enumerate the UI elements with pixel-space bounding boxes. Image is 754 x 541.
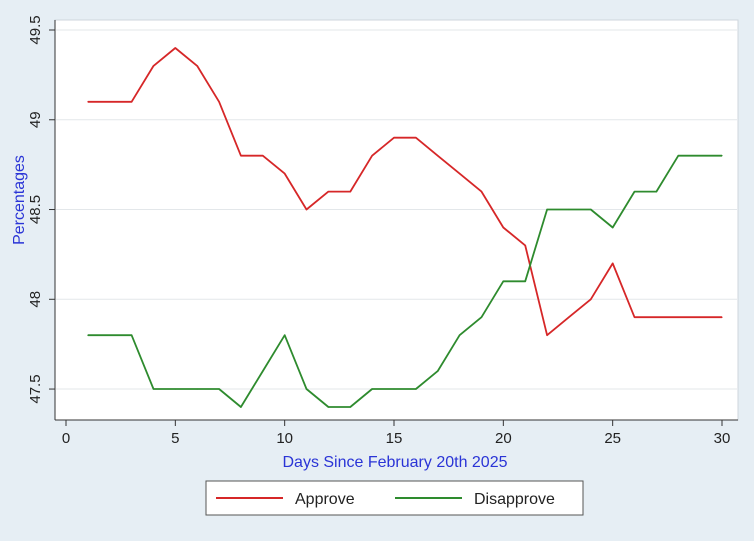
data-point-approve	[174, 47, 176, 49]
data-point-approve	[546, 334, 548, 336]
x-tick-label: 25	[604, 430, 621, 447]
legend-box	[205, 480, 584, 516]
data-point-approve	[437, 155, 439, 157]
data-point-approve	[152, 65, 155, 67]
data-point-disapprove	[349, 406, 351, 408]
data-point-disapprove	[546, 208, 548, 211]
data-point-disapprove	[393, 388, 395, 390]
data-point-disapprove	[655, 190, 658, 193]
data-point-approve	[524, 244, 526, 247]
data-point-disapprove	[131, 334, 133, 336]
x-tick-label: 30	[714, 430, 731, 447]
legend: Approve Disapprove	[205, 480, 584, 516]
y-axis-title: Percentages	[11, 155, 28, 245]
data-point-approve	[502, 226, 504, 229]
data-point-disapprove	[327, 406, 329, 408]
y-tick-label: 49.5	[27, 15, 44, 44]
data-point-disapprove	[480, 316, 483, 318]
data-point-approve	[109, 101, 111, 103]
data-point-approve	[415, 137, 417, 139]
data-point-disapprove	[109, 334, 111, 336]
data-point-approve	[131, 101, 133, 103]
data-point-approve	[305, 208, 308, 211]
data-point-disapprove	[721, 155, 723, 157]
y-tick-label: 48.5	[27, 195, 44, 224]
data-point-disapprove	[305, 388, 308, 390]
data-point-approve	[612, 262, 614, 264]
data-point-approve	[590, 298, 592, 300]
y-tick-label: 47.5	[27, 374, 44, 403]
x-axis-title: Days Since February 20th 2025	[282, 454, 507, 471]
data-point-approve	[677, 316, 679, 318]
data-point-disapprove	[174, 388, 176, 390]
grid-lines	[56, 29, 737, 390]
x-tick-label: 5	[171, 430, 179, 447]
legend-label-approve: Approve	[295, 491, 355, 508]
data-point-approve	[327, 190, 329, 193]
y-tick-label: 49	[27, 111, 44, 128]
data-point-disapprove	[87, 334, 89, 336]
x-tick-label: 0	[62, 430, 70, 447]
data-point-disapprove	[459, 334, 461, 336]
data-point-disapprove	[240, 406, 242, 408]
plot-area	[54, 19, 739, 421]
data-point-disapprove	[218, 388, 220, 390]
data-point-disapprove	[612, 226, 614, 229]
data-point-disapprove	[437, 370, 439, 372]
data-point-approve	[371, 155, 373, 157]
data-point-disapprove	[568, 208, 570, 211]
series-line-approve	[87, 47, 722, 337]
series-line-disapprove	[87, 154, 722, 408]
data-point-approve	[568, 316, 570, 318]
series-lines	[87, 47, 723, 408]
y-tick-label: 48	[27, 291, 44, 308]
x-tick-label: 15	[386, 430, 403, 447]
data-point-disapprove	[196, 388, 198, 390]
data-point-approve	[633, 316, 636, 318]
data-point-approve	[240, 155, 242, 157]
data-point-disapprove	[371, 388, 373, 390]
data-point-approve	[480, 190, 483, 193]
axes: 47.5 48 48.5 49 49.5 0 5 10 15 20 25 30	[27, 15, 738, 447]
data-point-approve	[284, 173, 286, 175]
data-point-disapprove	[633, 190, 636, 193]
data-point-approve	[196, 65, 198, 67]
data-point-disapprove	[524, 280, 526, 282]
data-point-approve	[655, 316, 658, 318]
legend-label-disapprove: Disapprove	[474, 491, 555, 508]
data-point-approve	[459, 173, 461, 175]
data-point-disapprove	[284, 334, 286, 336]
data-point-approve	[218, 101, 220, 103]
data-point-approve	[87, 101, 89, 103]
data-point-disapprove	[502, 280, 504, 282]
x-tick-label: 10	[276, 430, 293, 447]
data-point-disapprove	[677, 155, 679, 157]
data-point-approve	[393, 137, 395, 139]
data-point-approve	[349, 190, 351, 193]
data-point-disapprove	[152, 388, 155, 390]
data-point-approve	[262, 155, 264, 157]
data-point-disapprove	[699, 155, 701, 157]
data-point-approve	[699, 316, 701, 318]
x-tick-label: 20	[495, 430, 512, 447]
data-point-disapprove	[590, 208, 592, 211]
data-point-disapprove	[415, 388, 417, 390]
data-point-disapprove	[262, 370, 264, 372]
data-point-approve	[721, 316, 723, 318]
